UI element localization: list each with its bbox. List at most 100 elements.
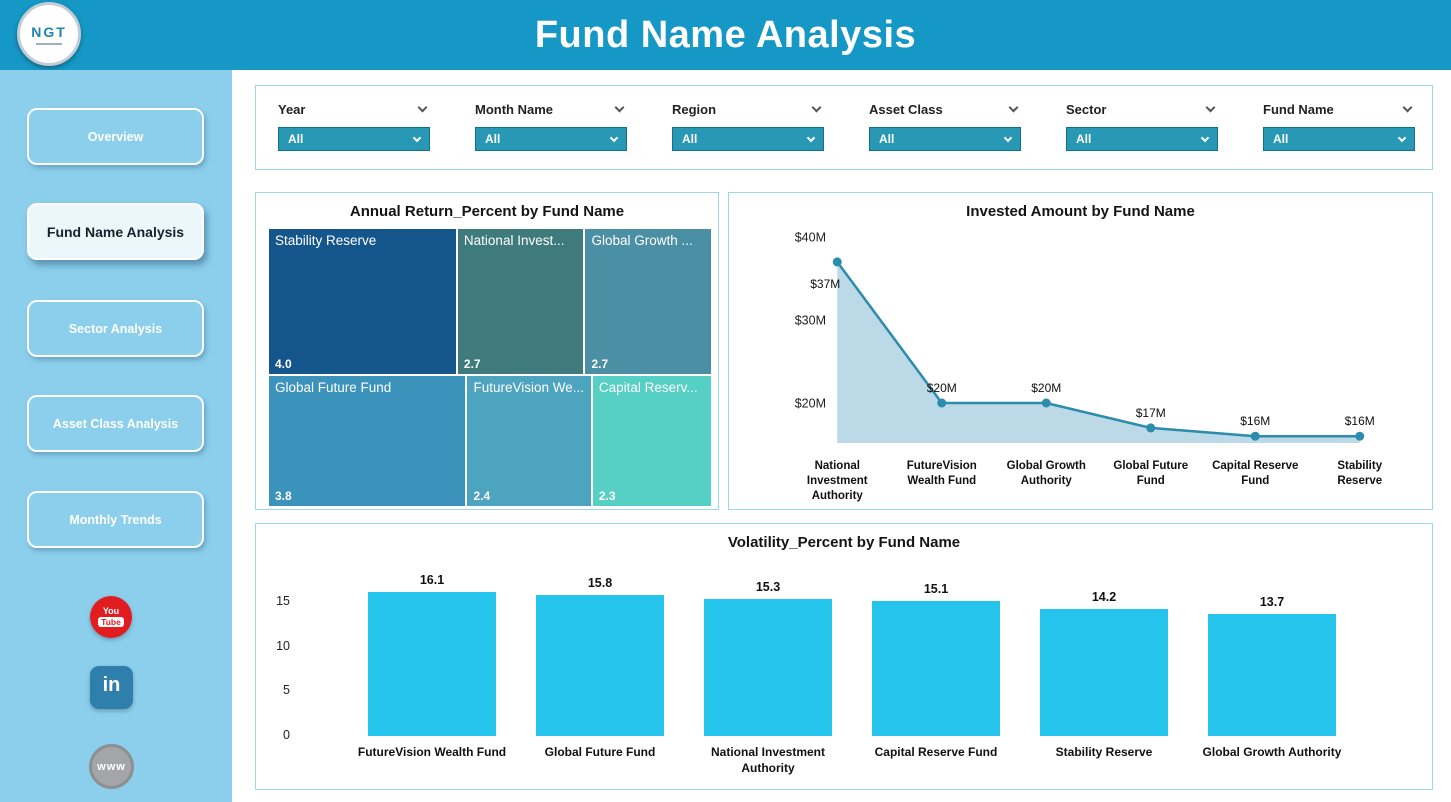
bar[interactable]	[704, 599, 832, 736]
filter-dropdown-region[interactable]: All	[672, 127, 824, 151]
line-chart-category-label: Stability Reserve	[1337, 460, 1383, 487]
treemap-tile[interactable]: Global Growth ... 2.7	[585, 229, 711, 374]
bar-value-label: 15.1	[923, 582, 949, 597]
line-chart-point[interactable]	[937, 398, 947, 408]
treemap-tile-label: Capital Reserv...	[598, 379, 698, 395]
line-chart-point[interactable]	[1041, 398, 1051, 408]
bar[interactable]	[872, 601, 1000, 736]
bar[interactable]	[368, 592, 496, 736]
line-chart-data-label: $17M	[1136, 406, 1166, 420]
line-chart-category-label: Global Future Fund	[1113, 460, 1189, 487]
sidebar-item-fund-name-analysis[interactable]: Fund Name Analysis	[27, 203, 204, 260]
filter-label-row: Year	[278, 101, 430, 117]
bar-group[interactable]: 16.1	[348, 573, 516, 736]
bar-group[interactable]: 15.3	[684, 580, 852, 736]
treemap-tile-value: 4.0	[275, 356, 292, 371]
line-chart-y-tick: $40M	[795, 231, 826, 245]
line-chart-point[interactable]	[1355, 431, 1365, 441]
filter-value: All	[288, 132, 304, 146]
line-chart-title: Invested Amount by Fund Name	[966, 203, 1195, 220]
line-chart-category-label: FutureVision Wealth Fund	[906, 460, 977, 487]
line-chart-data-label: $16M	[1345, 414, 1375, 428]
filter-label-row: Fund Name	[1263, 101, 1415, 117]
bar-group[interactable]: 13.7	[1188, 595, 1356, 736]
filter-label: Month Name	[475, 101, 553, 117]
treemap-tile[interactable]: Global Future Fund 3.8	[269, 375, 466, 506]
report-canvas: Year All Month Name All Region	[232, 70, 1451, 802]
line-chart-data-label: $16M	[1240, 414, 1270, 428]
filter-dropdown-month-name[interactable]: All	[475, 127, 627, 151]
filter-label-row: Asset Class	[869, 101, 1021, 117]
chevron-down-icon	[609, 133, 619, 142]
filter-label: Region	[672, 101, 717, 117]
filter-group-year: Year All	[278, 101, 430, 169]
treemap-tile[interactable]: National Invest... 2.7	[457, 229, 584, 374]
bar-category-label: Stability Reserve	[1055, 745, 1153, 759]
filter-value: All	[1076, 132, 1092, 146]
line-chart-point[interactable]	[1146, 423, 1156, 433]
filter-value: All	[682, 132, 698, 146]
line-chart-category-label: Capital Reserve Fund	[1212, 460, 1299, 487]
linkedin-icon[interactable]: in	[90, 666, 133, 709]
youtube-icon-text-top: You	[102, 606, 120, 617]
header-bar: NGT Fund Name Analysis	[0, 0, 1451, 70]
sidebar-item-overview[interactable]: Overview	[27, 108, 204, 165]
sidebar: Overview Fund Name Analysis Sector Analy…	[0, 70, 232, 802]
bar-chart-y-tick: 0	[283, 728, 290, 742]
bar-group[interactable]: 15.8	[516, 576, 684, 736]
bar-category-label: National Investment Authority	[710, 745, 826, 775]
bar-group[interactable]: 14.2	[1020, 590, 1188, 736]
bar-chart-y-tick: 10	[276, 638, 290, 653]
linkedin-icon-text: in	[102, 674, 121, 696]
filter-label-row: Region	[672, 101, 824, 117]
chevron-down-icon[interactable]	[1402, 102, 1413, 113]
bar[interactable]	[1208, 613, 1336, 736]
chevron-down-icon	[412, 133, 422, 142]
line-chart-x-labels: National Investment Authority FutureVisio…	[785, 459, 1412, 504]
youtube-icon[interactable]: You Tube	[90, 596, 132, 638]
filter-dropdown-asset-class[interactable]: All	[869, 127, 1021, 151]
chevron-down-icon	[1397, 133, 1407, 142]
sidebar-item-sector-analysis[interactable]: Sector Analysis	[27, 300, 204, 357]
bar-value-label: 15.3	[755, 580, 781, 595]
sidebar-item-monthly-trends[interactable]: Monthly Trends	[27, 491, 204, 548]
filter-label: Year	[278, 101, 306, 117]
sidebar-item-asset-class-analysis[interactable]: Asset Class Analysis	[27, 395, 204, 452]
treemap-tile[interactable]: FutureVision We... 2.4	[467, 375, 591, 506]
line-chart-category-label: National Investment Authority	[806, 460, 868, 502]
bar-category-label: Global Growth Authority	[1202, 745, 1342, 759]
chevron-down-icon[interactable]	[417, 102, 428, 113]
logo-underline	[36, 42, 62, 45]
filter-label: Sector	[1066, 101, 1107, 117]
filter-dropdown-year[interactable]: All	[278, 127, 430, 151]
bar-category-label: Capital Reserve Fund	[874, 745, 998, 759]
filter-value: All	[1273, 132, 1289, 146]
bar-value-label: 15.8	[587, 575, 613, 590]
treemap-tile[interactable]: Capital Reserv... 2.3	[592, 375, 711, 506]
line-chart-point[interactable]	[832, 257, 842, 267]
line-chart-point[interactable]	[1250, 431, 1260, 441]
bar-chart-x-labels: FutureVision Wealth Fund Global Future Fu…	[348, 745, 1356, 776]
filter-dropdown-sector[interactable]: All	[1066, 127, 1218, 151]
app-logo: NGT	[17, 2, 81, 66]
filter-label: Fund Name	[1263, 101, 1334, 117]
line-chart-y-tick: $20M	[795, 397, 826, 411]
bar-chart-y-axis: 0 5 10 15	[256, 524, 290, 742]
chevron-down-icon[interactable]	[1008, 102, 1019, 113]
line-chart-data-label: $37M	[810, 277, 840, 291]
bar-group[interactable]: 15.1	[852, 582, 1020, 736]
bar[interactable]	[1040, 609, 1168, 736]
filter-value: All	[485, 132, 501, 146]
bar[interactable]	[536, 594, 664, 736]
chevron-down-icon[interactable]	[1205, 102, 1216, 113]
filter-dropdown-fund-name[interactable]: All	[1263, 127, 1415, 151]
line-chart-area	[837, 261, 1360, 443]
filter-group-fund-name: Fund Name All	[1263, 101, 1415, 169]
website-globe-icon[interactable]: www	[89, 744, 134, 789]
treemap-tile[interactable]: Stability Reserve 4.0	[269, 229, 456, 374]
chevron-down-icon[interactable]	[811, 102, 822, 113]
chevron-down-icon[interactable]	[614, 102, 625, 113]
treemap-tile-label: National Invest...	[463, 233, 565, 248]
bar-value-label: 14.2	[1091, 590, 1117, 605]
bar-category-label: FutureVision Wealth Fund	[357, 745, 507, 759]
